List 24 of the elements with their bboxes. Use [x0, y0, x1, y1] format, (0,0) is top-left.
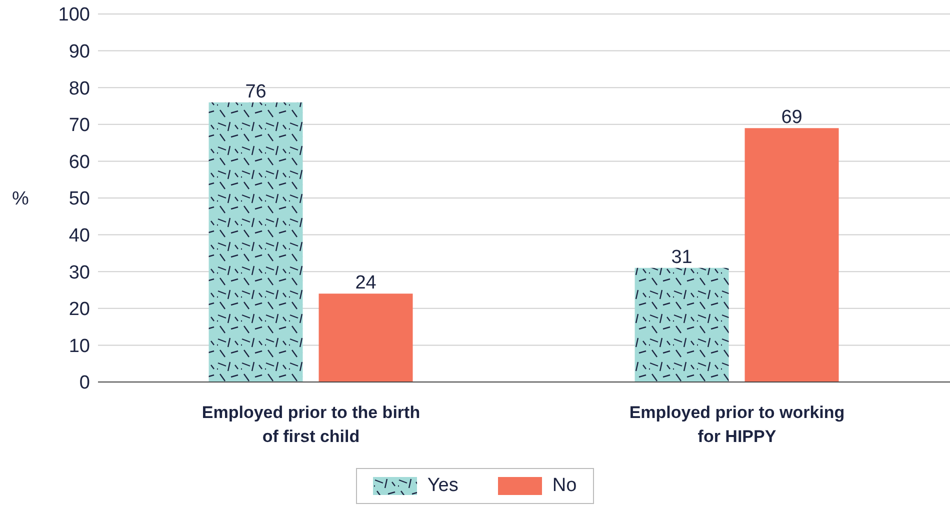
bar: [634, 268, 729, 382]
y-tick-label: 30: [68, 262, 90, 284]
y-tick-label: 20: [68, 299, 90, 320]
bar: [318, 294, 413, 382]
legend-label: Yes: [427, 475, 458, 497]
data-label: 31: [671, 246, 692, 268]
y-tick-label: 40: [68, 226, 90, 247]
y-tick-label: 70: [68, 115, 90, 136]
data-label: 69: [781, 107, 802, 128]
data-label: 76: [245, 81, 266, 102]
bar: [744, 128, 839, 382]
y-tick-label: 50: [68, 188, 90, 210]
bar: [208, 102, 303, 382]
x-tick-label: Employed prior to working for HIPPY: [629, 403, 845, 446]
legend-label: No: [552, 475, 577, 497]
y-tick-label: 60: [68, 152, 90, 173]
y-tick-label: 10: [68, 336, 90, 357]
y-tick-label: 80: [68, 78, 90, 100]
x-tick-label: Employed prior to the birth of first child: [202, 403, 420, 446]
y-tick-label: 100: [58, 4, 90, 26]
data-label: 24: [355, 272, 377, 294]
y-tick-label: 0: [79, 372, 90, 394]
y-axis-title: %: [12, 188, 29, 210]
y-tick-label: 90: [68, 42, 90, 63]
